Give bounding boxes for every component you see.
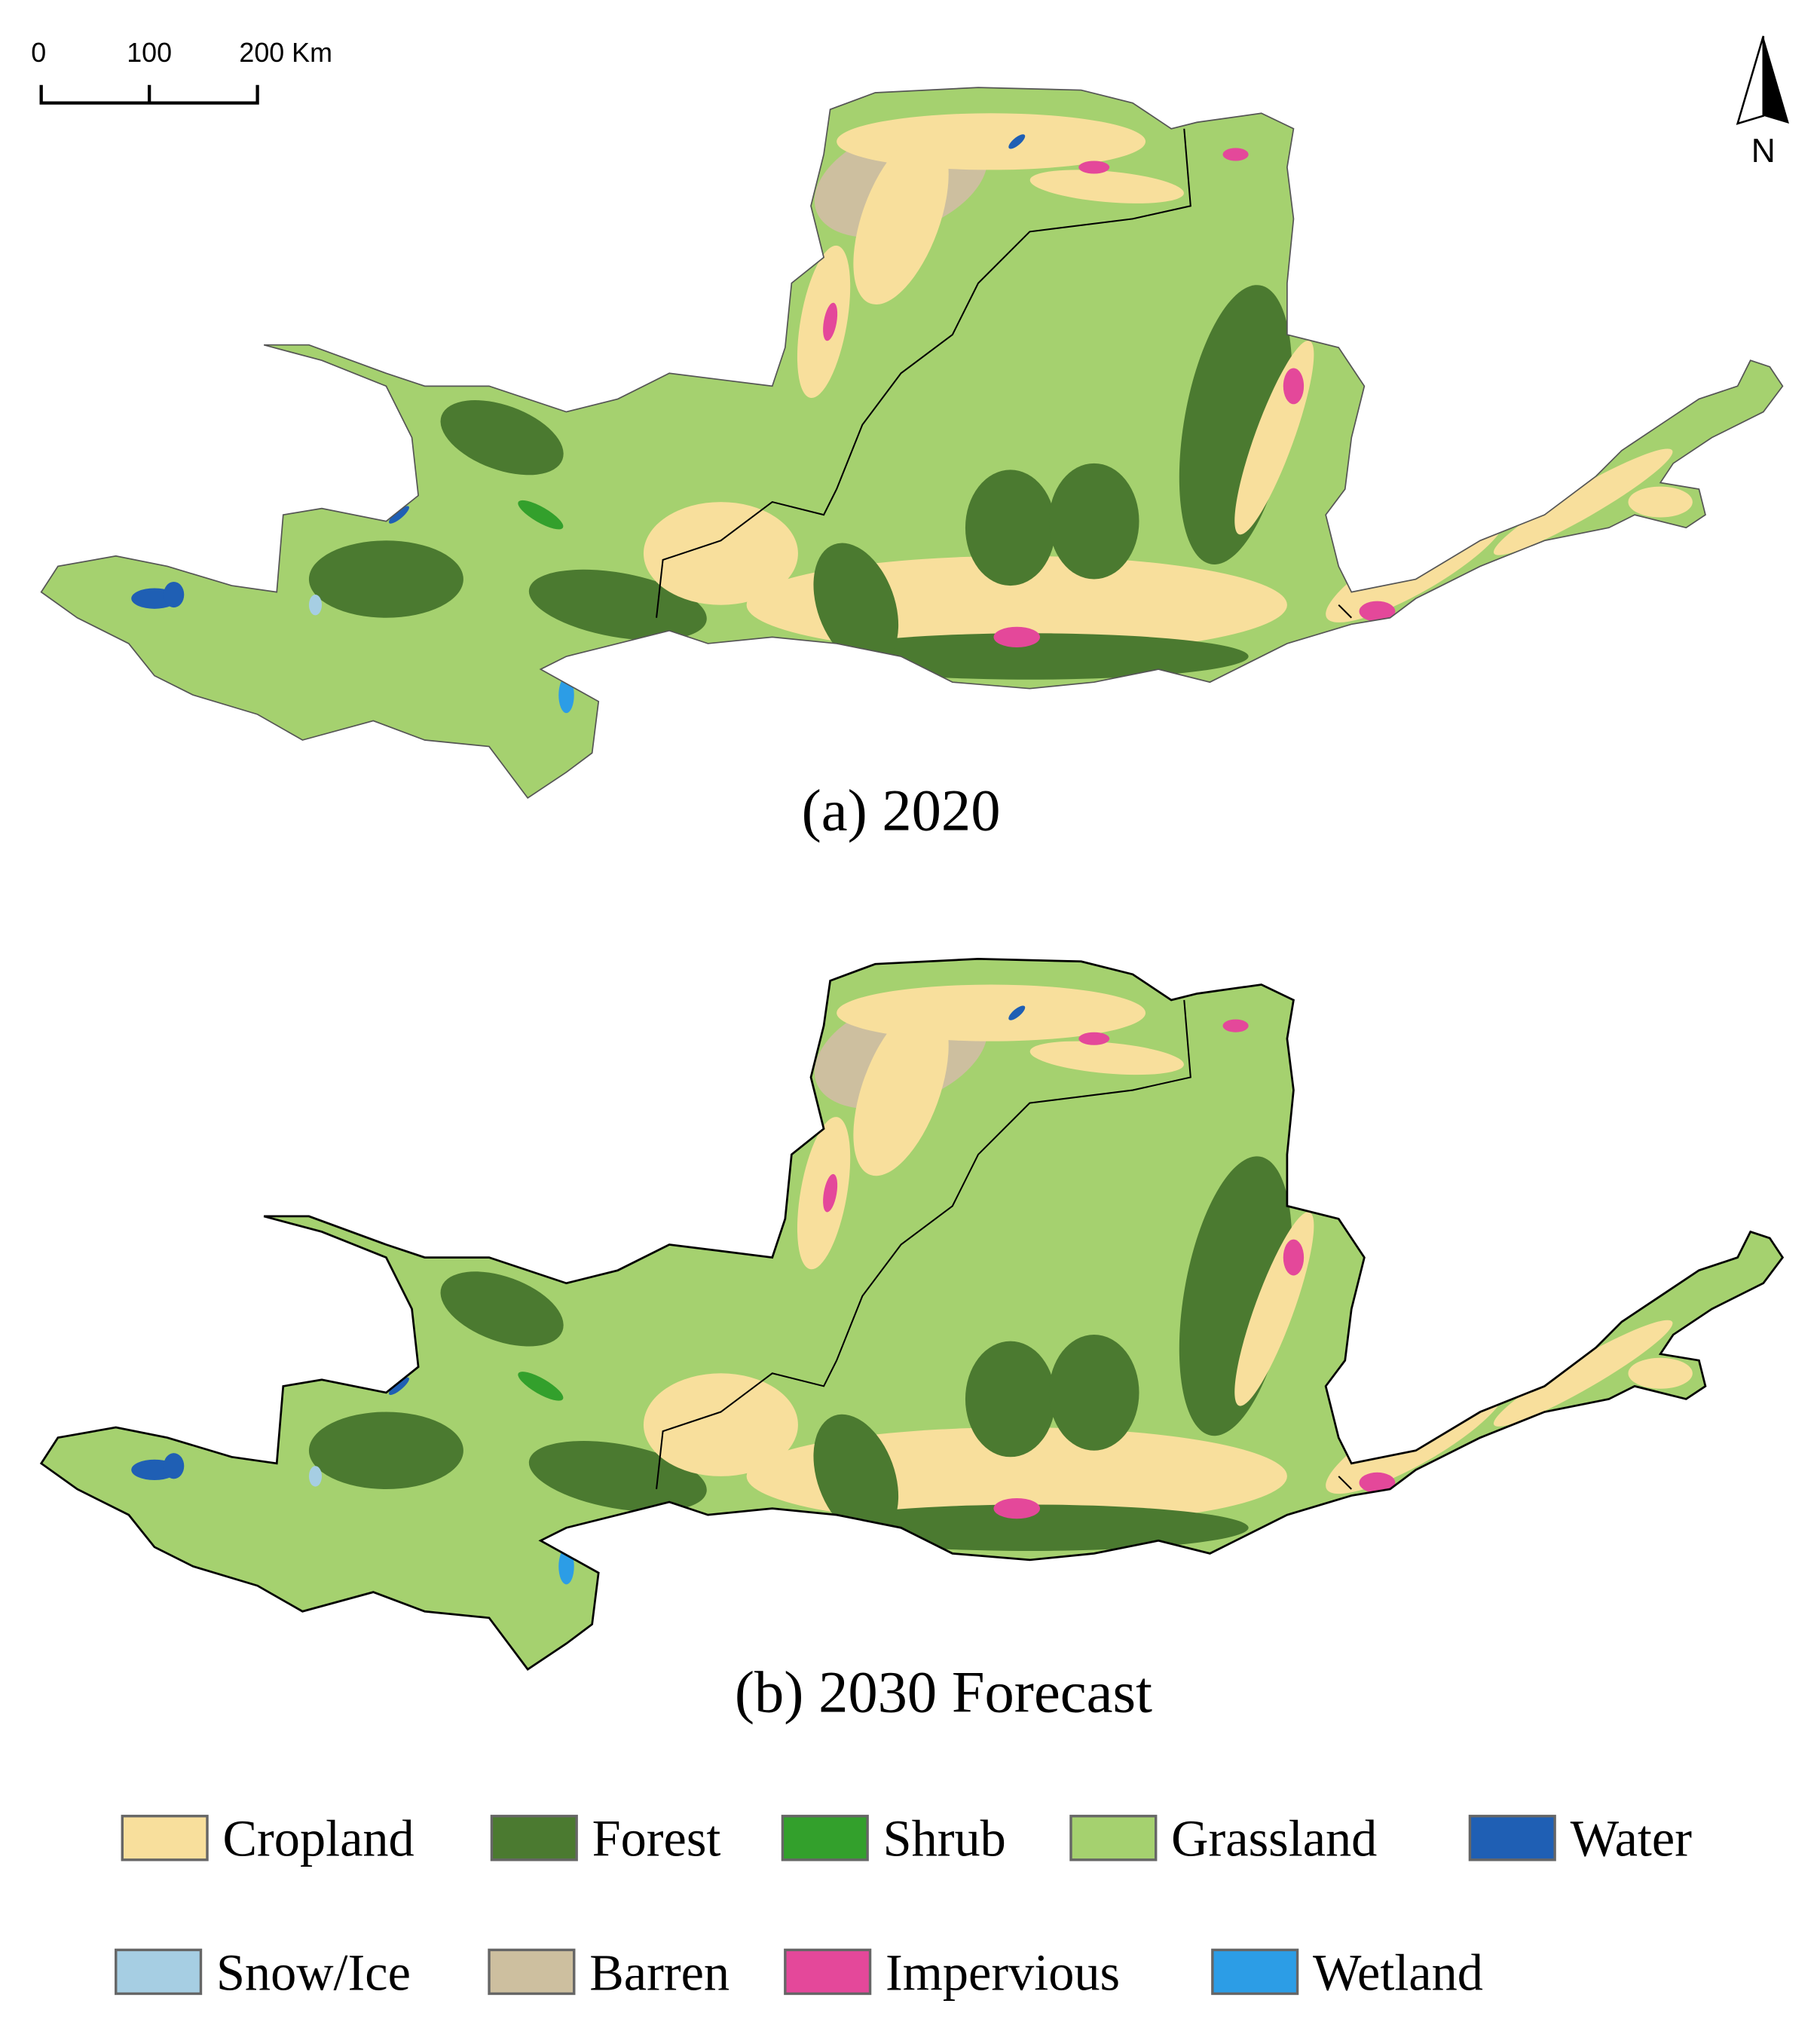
north-arrow-left	[1736, 35, 1765, 125]
land-cover-patch	[163, 581, 185, 608]
land-cover-patch	[823, 1173, 838, 1213]
legend-label: Impervious	[886, 1944, 1120, 2001]
land-cover-patch	[965, 1341, 1056, 1457]
land-cover-patch	[1326, 1381, 1506, 1494]
maps	[40, 87, 1784, 1671]
map-panel	[40, 957, 1784, 1671]
land-cover	[131, 113, 1693, 714]
land-cover-patch	[813, 543, 899, 667]
legend-label: Wetland	[1313, 1944, 1483, 2001]
legend-swatch	[490, 1815, 578, 1861]
land-cover-patch	[1029, 1041, 1184, 1075]
land-cover-patch	[1628, 1357, 1693, 1389]
land-cover-patch	[440, 1271, 564, 1347]
land-cover-patch	[518, 500, 564, 530]
land-cover	[131, 984, 1693, 1585]
land-cover-patch	[853, 133, 949, 305]
scale-label: 200 Km	[239, 38, 332, 68]
sub-basin-boundary	[656, 999, 1353, 1490]
land-cover-patch	[1078, 161, 1110, 174]
scale-bar: 0 100 200 Km	[31, 38, 332, 105]
land-cover-patch	[1222, 148, 1249, 161]
land-cover-patch	[643, 502, 798, 605]
map-panel	[40, 87, 1784, 799]
legend-label: Barren	[589, 1944, 730, 2001]
land-cover-patch	[823, 302, 838, 341]
land-cover-patch	[518, 1372, 564, 1401]
north-arrow: N	[1736, 35, 1789, 170]
legend-swatch	[784, 1948, 872, 1996]
land-cover-patch	[1029, 170, 1184, 203]
scale-bar-line	[39, 84, 259, 105]
land-cover-patch	[528, 1441, 707, 1512]
legend-label: Forest	[592, 1810, 721, 1867]
legend: Cropland Forest Shrub Grassland Water Snow/Ic…	[115, 1810, 1693, 2001]
scale-label: 0	[31, 38, 46, 68]
land-cover-patch	[643, 1373, 798, 1476]
land-cover-patch	[993, 626, 1040, 648]
land-cover-patch	[308, 1412, 463, 1489]
land-cover-patch	[1283, 1239, 1305, 1276]
land-cover-patch	[1283, 368, 1305, 405]
land-cover-patch	[1008, 1005, 1026, 1020]
north-arrow-right	[1763, 35, 1789, 124]
land-cover-patch	[528, 569, 707, 641]
north-label: N	[1751, 133, 1776, 170]
land-cover-patch	[308, 540, 463, 618]
land-cover-patch	[1359, 601, 1396, 622]
legend-swatch	[488, 1948, 576, 1996]
legend-swatch	[115, 1948, 203, 1996]
scale-label: 100	[127, 38, 172, 68]
land-cover-patch	[308, 1466, 323, 1487]
land-cover-patch	[440, 400, 564, 476]
legend-label: Shrub	[883, 1810, 1006, 1867]
map-caption: (b) 2030 Forecast	[735, 1659, 1152, 1724]
land-cover-patch	[308, 595, 323, 616]
legend-label: Cropland	[223, 1810, 414, 1867]
legend-swatch	[781, 1815, 869, 1861]
land-cover-patch	[1048, 1335, 1139, 1451]
land-cover-patch	[558, 677, 574, 714]
land-cover-patch	[1493, 1320, 1673, 1427]
land-cover-patch	[813, 1414, 899, 1539]
land-cover-patch	[853, 1004, 949, 1176]
land-cover-patch	[1493, 448, 1673, 555]
sub-basin-boundary	[656, 128, 1353, 619]
land-cover-patch	[388, 1377, 409, 1396]
map-caption: (a) 2020	[802, 778, 1001, 843]
land-cover-patch	[1222, 1019, 1249, 1032]
legend-swatch	[121, 1815, 209, 1861]
legend-swatch	[1211, 1948, 1299, 1996]
land-cover-patch	[965, 470, 1056, 586]
legend-label: Grassland	[1171, 1810, 1377, 1867]
land-cover-patch	[1008, 134, 1026, 149]
land-cover-patch	[163, 1453, 185, 1479]
land-cover-patch	[993, 1497, 1040, 1519]
land-cover-patch	[1078, 1032, 1110, 1045]
land-cover-patch	[1326, 510, 1506, 622]
legend-label: Snow/Ice	[216, 1944, 411, 2001]
legend-label: Water	[1571, 1810, 1693, 1867]
legend-swatch	[1468, 1815, 1556, 1861]
land-cover-patch	[1628, 486, 1693, 518]
legend-swatch	[1069, 1815, 1158, 1861]
land-cover-patch	[1048, 463, 1139, 580]
land-cover-patch	[388, 506, 409, 524]
land-cover-patch	[1359, 1472, 1396, 1494]
